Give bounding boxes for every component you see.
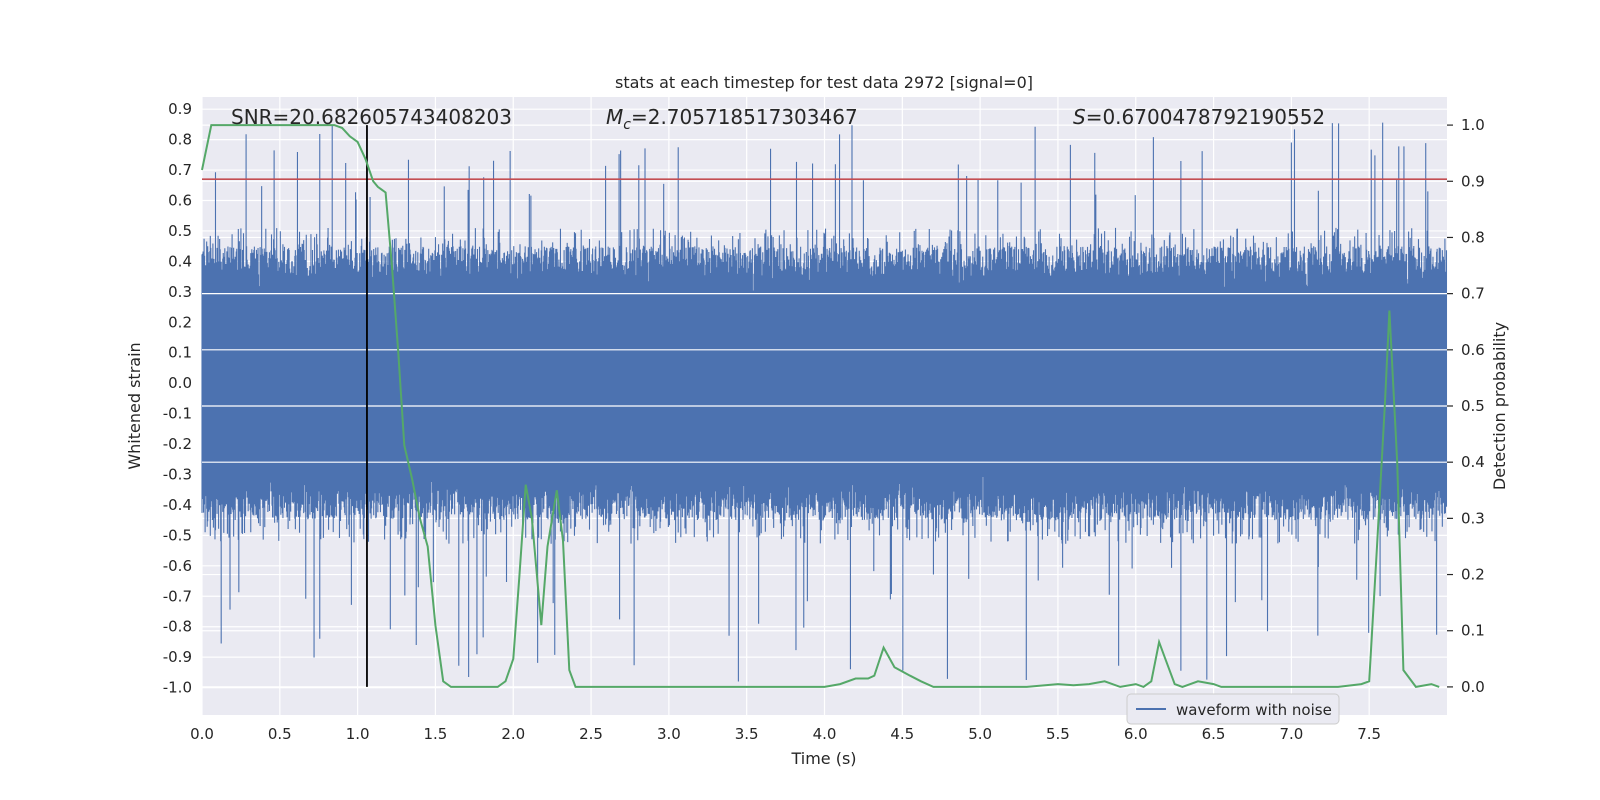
- x-tick-label: 4.5: [890, 725, 914, 743]
- x-tick-label: 7.0: [1279, 725, 1303, 743]
- right-y-tick-label: 1.0: [1461, 116, 1485, 134]
- left-y-tick-label: -0.5: [163, 526, 192, 544]
- x-tick-label: 4.0: [813, 725, 837, 743]
- left-y-tick-label: 0.1: [168, 344, 192, 362]
- right-y-tick-label: 0.6: [1461, 341, 1485, 359]
- left-y-axis-ticks: 0.9 0.8 0.7 0.6 0.5 0.4 0.3 0.2 0.1 0.0 -0.1 -0.2 -0…: [163, 100, 192, 696]
- x-tick-label: 1.5: [424, 725, 448, 743]
- annotation-s-symbol: S: [1073, 105, 1086, 129]
- left-y-tick-label: 0.5: [168, 222, 192, 240]
- x-tick-label: 1.0: [346, 725, 370, 743]
- left-y-tick-label: -0.9: [163, 648, 192, 666]
- annotation-s-value: =0.6700478792190552: [1086, 105, 1325, 129]
- x-tick-label: 5.0: [968, 725, 992, 743]
- left-y-tick-label: -0.1: [163, 405, 192, 423]
- left-y-tick-label: 0.4: [168, 252, 192, 270]
- right-y-tick-label: 0.5: [1461, 397, 1485, 415]
- left-y-tick-label: -0.3: [163, 465, 192, 483]
- right-y-tick-label: 0.7: [1461, 285, 1485, 303]
- left-y-tick-label: -1.0: [163, 679, 192, 697]
- x-tick-label: 7.5: [1357, 725, 1381, 743]
- legend: waveform with noise: [1126, 693, 1340, 725]
- right-y-tick-label: 0.0: [1461, 678, 1485, 696]
- x-tick-label: 6.0: [1124, 725, 1148, 743]
- left-y-tick-label: -0.4: [163, 496, 192, 514]
- x-tick-label: 5.5: [1046, 725, 1070, 743]
- chart-title: stats at each timestep for test data 297…: [615, 73, 1033, 92]
- waveform-series: [201, 122, 1448, 682]
- left-y-tick-label: -0.6: [163, 557, 192, 575]
- x-tick-label: 3.5: [735, 725, 759, 743]
- annotation-snr: SNR=20.682605743408203: [231, 105, 512, 129]
- annotation-mc-subscript: c: [623, 117, 631, 133]
- x-tick-label: 6.5: [1202, 725, 1226, 743]
- annotation-s: S=0.6700478792190552: [1073, 105, 1325, 129]
- x-tick-label: 0.0: [190, 725, 214, 743]
- annotation-mc-value: =2.705718517303467: [631, 105, 858, 129]
- detection-probability-line: [201, 124, 1440, 689]
- left-y-tick-label: -0.2: [163, 435, 192, 453]
- right-y-tick-label: 0.1: [1461, 622, 1485, 640]
- left-y-tick-label: 0.3: [168, 283, 192, 301]
- annotation-mc-symbol: M: [606, 105, 623, 129]
- right-y-tick-label: 0.4: [1461, 453, 1485, 471]
- x-axis-ticks: 0.0 0.5 1.0 1.5 2.0 2.5 3.0 3.5 4.0 4.5 5.0 5.5 6.0 6…: [190, 725, 1381, 743]
- x-tick-label: 2.0: [501, 725, 525, 743]
- left-y-tick-label: 0.9: [168, 100, 192, 118]
- left-y-tick-label: -0.8: [163, 618, 192, 636]
- legend-box: [1126, 693, 1340, 725]
- x-tick-label: 3.0: [657, 725, 681, 743]
- left-y-tick-label: 0.2: [168, 313, 192, 331]
- x-tick-label: 0.5: [268, 725, 292, 743]
- waveform-dense-band: [202, 291, 1447, 475]
- x-axis-label: Time (s): [790, 749, 856, 768]
- left-y-tick-label: 0.8: [168, 131, 192, 149]
- right-y-tick-label: 0.2: [1461, 566, 1485, 584]
- legend-label: waveform with noise: [1176, 701, 1332, 719]
- x-tick-label: 2.5: [579, 725, 603, 743]
- left-y-tick-label: 0.6: [168, 192, 192, 210]
- right-y-tick-label: 0.8: [1461, 228, 1485, 246]
- right-y-axis-ticks: 1.0 0.9 0.8 0.7 0.6 0.5 0.4 0.3 0.2 0.1 0.0: [1447, 116, 1485, 696]
- left-y-tick-label: 0.7: [168, 161, 192, 179]
- left-y-axis-label: Whitened strain: [125, 342, 144, 469]
- right-y-tick-label: 0.3: [1461, 509, 1485, 527]
- overlay-lines: [201, 124, 1447, 689]
- right-y-axis-label: Detection probability: [1490, 322, 1509, 490]
- left-y-tick-label: 0.0: [168, 374, 192, 392]
- right-y-tick-label: 0.9: [1461, 172, 1485, 190]
- annotation-mc: Mc=2.705718517303467: [606, 105, 858, 133]
- left-y-tick-label: -0.7: [163, 587, 192, 605]
